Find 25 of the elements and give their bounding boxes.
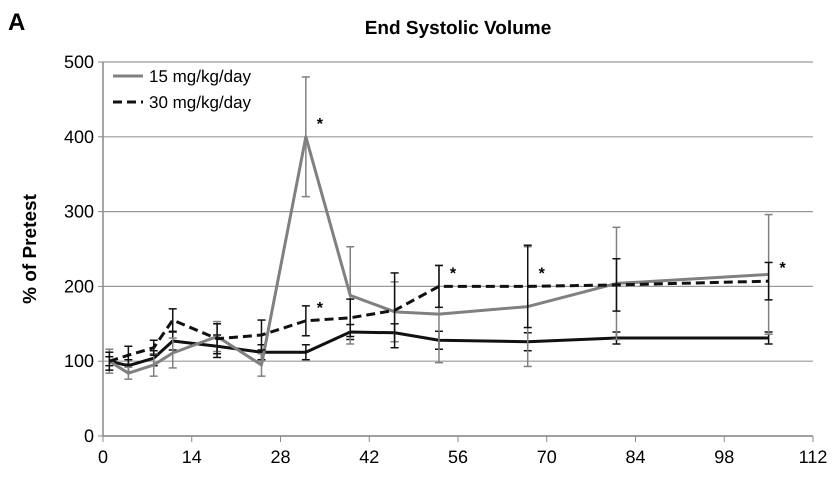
x-tick-label: 56 <box>448 447 468 467</box>
legend-label: 30 mg/kg/day <box>149 93 252 112</box>
annotation: * <box>316 116 324 133</box>
legend-label: 15 mg/kg/day <box>149 67 252 86</box>
x-tick-label: 112 <box>798 447 828 467</box>
annotation: * <box>780 260 787 278</box>
x-tick-label: 42 <box>359 447 380 467</box>
text: A <box>8 9 26 36</box>
y-tick-label: 500 <box>64 52 94 72</box>
chart-title: End Systolic Volume <box>364 18 552 39</box>
x-tick-label: 98 <box>714 447 734 467</box>
y-tick-label: 100 <box>64 351 94 372</box>
x-tick-label: 0 <box>98 447 108 467</box>
annotation: * <box>316 300 324 317</box>
annotation: * <box>450 265 457 282</box>
y-tick-label: 200 <box>64 276 94 296</box>
annotation: * <box>538 265 546 282</box>
x-tick-label: 14 <box>182 447 202 467</box>
y-tick-label: 400 <box>64 126 94 147</box>
x-tick-label: 84 <box>625 447 646 467</box>
y-tick-label: 0 <box>84 426 94 446</box>
x-tick-label: 70 <box>536 447 557 467</box>
y-tick-label: 300 <box>64 202 94 222</box>
x-tick-label: 28 <box>270 447 291 467</box>
y-axis-title: % of Pretest <box>20 193 41 304</box>
